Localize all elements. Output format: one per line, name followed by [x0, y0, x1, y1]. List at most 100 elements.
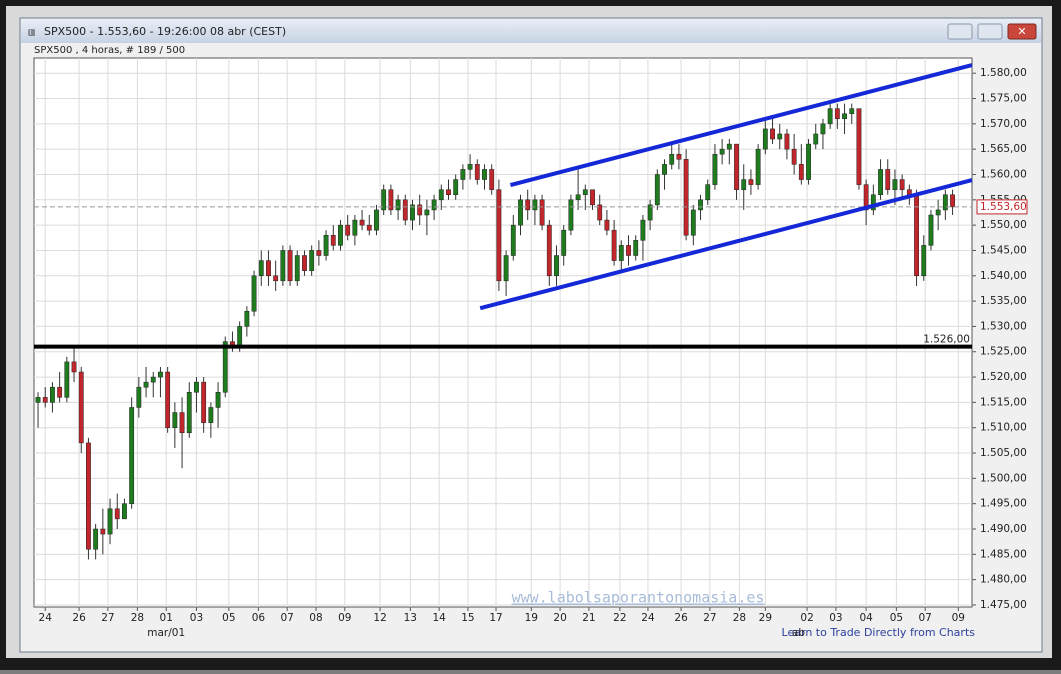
candle-body [762, 128, 768, 150]
candle-body [856, 108, 862, 185]
x-tick-label: 17 [489, 612, 502, 624]
y-tick-label: 1.510,00 [980, 422, 1027, 434]
plot-area [33, 57, 973, 608]
watermark: www.labolsaporantonomasia.es [512, 589, 765, 607]
subtitle: SPX500 , 4 horas, # 189 / 500 [34, 45, 185, 56]
y-tick-label: 1.575,00 [980, 93, 1027, 105]
candle-body [57, 386, 63, 398]
candle-body [244, 310, 250, 327]
candle-body [568, 199, 574, 231]
candle-body [561, 229, 567, 256]
candle-body [359, 219, 365, 226]
close-button[interactable] [1007, 23, 1037, 40]
window-icon: ▥ [28, 28, 36, 37]
candle-body [474, 164, 480, 180]
y-tick-label: 1.515,00 [980, 396, 1027, 408]
hline-label: 1.526,00 [923, 334, 970, 346]
candle-body [618, 245, 624, 261]
minimize-button[interactable] [947, 23, 973, 40]
x-tick-label: 21 [582, 612, 595, 624]
candle-body [143, 381, 149, 388]
window-title: SPX500 - 1.553,60 - 19:26:00 08 abr (CES… [44, 25, 286, 38]
x-tick-label: 01 [160, 612, 173, 624]
candle-body [114, 508, 120, 520]
candle-body [662, 164, 667, 175]
candle-body [676, 153, 682, 160]
candle-body [503, 255, 509, 282]
x-tick-label: 24 [39, 612, 53, 624]
candle-body [136, 386, 142, 408]
candle-body [309, 250, 315, 271]
candle-body [849, 108, 855, 114]
candle-body [172, 412, 178, 428]
candle-body [64, 361, 70, 398]
x-tick-label: 19 [525, 612, 538, 624]
candle-body [921, 245, 927, 277]
candle-body [417, 204, 423, 216]
candle-body [107, 508, 113, 535]
link[interactable]: Learn to Trade Directly from Charts [782, 626, 976, 639]
candle-body [374, 209, 379, 231]
y-tick-label: 1.565,00 [980, 143, 1027, 155]
candle-body [316, 250, 322, 256]
x-tick-label: 20 [553, 612, 566, 624]
y-tick-label: 1.500,00 [980, 472, 1027, 484]
candle-body [597, 204, 603, 221]
candle-body [251, 275, 257, 312]
candle-body [726, 143, 732, 150]
candle-body [402, 199, 408, 221]
candle-body [100, 528, 106, 535]
candle-body [258, 260, 264, 277]
y-tick-label: 1.530,00 [980, 320, 1027, 332]
candle-body [698, 199, 703, 211]
candle-body [186, 392, 192, 434]
x-tick-label: 03 [829, 612, 842, 624]
candle-body [719, 148, 725, 155]
restore-button[interactable] [977, 23, 1003, 40]
title-bar [21, 19, 1041, 43]
candle-body [734, 143, 739, 190]
candle-body [669, 153, 675, 165]
candle-body [899, 179, 905, 190]
candle-body [784, 133, 790, 150]
candle-body [935, 209, 941, 216]
y-tick-label: 1.540,00 [980, 270, 1027, 282]
candle-body [42, 397, 48, 403]
candle-body [690, 209, 696, 236]
candle-body [546, 224, 552, 277]
candle-body [381, 189, 387, 211]
candle-body [611, 229, 617, 261]
channel-line [479, 178, 973, 311]
candle-body [86, 442, 91, 550]
x-tick-label: 22 [613, 612, 626, 624]
candle-body [870, 194, 876, 211]
candle-body [431, 199, 437, 211]
close-icon: ✕ [1017, 25, 1026, 38]
x-tick-label: 12 [373, 612, 386, 624]
y-tick-label: 1.505,00 [980, 447, 1027, 459]
candle-body [885, 169, 891, 190]
y-tick-label: 1.520,00 [980, 371, 1027, 383]
candle-body [496, 189, 502, 282]
x-tick-label: 15 [461, 612, 474, 624]
candle-body [863, 184, 869, 211]
candle-body [179, 412, 185, 434]
candle-body [510, 224, 516, 256]
channel-line [509, 63, 973, 188]
candle-body [438, 189, 444, 201]
candle-body [928, 214, 934, 246]
candle-body [366, 224, 372, 231]
candle-body [453, 179, 459, 195]
candle-body [654, 174, 660, 206]
x-tick-label: 26 [674, 612, 688, 624]
candle-body [158, 371, 163, 378]
candle-body [813, 133, 819, 145]
y-tick-label: 1.580,00 [980, 67, 1027, 79]
candle-body [482, 169, 487, 180]
candle-body [338, 224, 343, 246]
candle-body [424, 209, 430, 216]
candle-body [273, 275, 279, 282]
x-tick-label: 28 [131, 612, 144, 624]
candle-body [827, 108, 833, 125]
